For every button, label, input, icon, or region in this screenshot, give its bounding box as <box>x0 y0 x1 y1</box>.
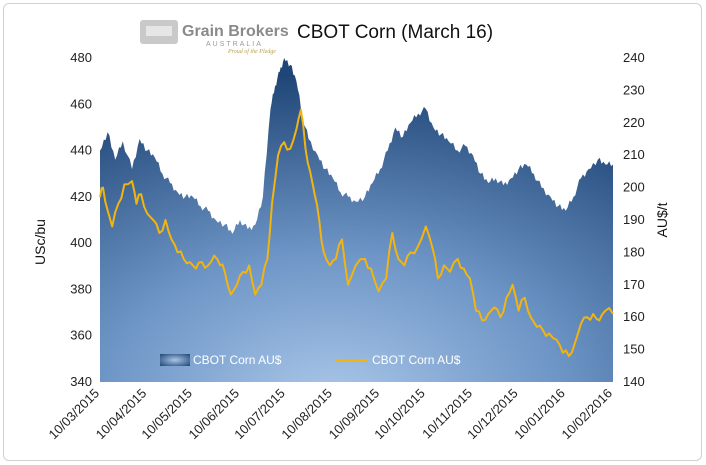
logo-tagline: Proud of the Pledge <box>227 48 276 55</box>
line-series-aud-t <box>99 108 614 358</box>
grain-brokers-logo: Grain Brokers AUSTRALIA Proud of the Ple… <box>140 20 289 55</box>
y2-tick-label: 240 <box>623 50 645 65</box>
y2-tick-label: 190 <box>623 212 645 227</box>
y-tick-label: 400 <box>70 235 92 250</box>
legend-swatch-area <box>160 354 190 366</box>
legend-label-line: CBOT Corn AU$ <box>372 353 461 367</box>
chart-title: CBOT Corn (March 16) <box>297 22 493 43</box>
legend: CBOT Corn AU$ CBOT Corn AU$ <box>160 353 461 367</box>
x-tick-label: 10/02/2016 <box>558 386 615 443</box>
y2-tick-label: 230 <box>623 82 645 97</box>
y2-tick-label: 140 <box>623 374 645 389</box>
y-tick-label: 340 <box>70 374 92 389</box>
y2-tick-label: 200 <box>623 180 645 195</box>
y2-axis-label: AU$/t <box>654 202 670 237</box>
y-tick-label: 380 <box>70 281 92 296</box>
y-tick-label: 460 <box>70 96 92 111</box>
logo-name: Grain Brokers <box>182 23 289 40</box>
area-series-usc-bu <box>100 58 613 382</box>
y-tick-label: 360 <box>70 328 92 343</box>
y2-tick-label: 210 <box>623 147 645 162</box>
y2-tick-label: 160 <box>623 309 645 324</box>
legend-label-area: CBOT Corn AU$ <box>193 353 282 367</box>
y-tick-label: 420 <box>70 189 92 204</box>
y-tick-label: 440 <box>70 143 92 158</box>
y-axis-label: USc/bu <box>32 219 48 265</box>
y2-tick-label: 220 <box>623 115 645 130</box>
y2-tick-label: 150 <box>623 342 645 357</box>
y-tick-label: 480 <box>70 50 92 65</box>
y2-tick-label: 180 <box>623 244 645 259</box>
logo-subtitle: AUSTRALIA <box>206 41 263 48</box>
y2-tick-label: 170 <box>623 277 645 292</box>
